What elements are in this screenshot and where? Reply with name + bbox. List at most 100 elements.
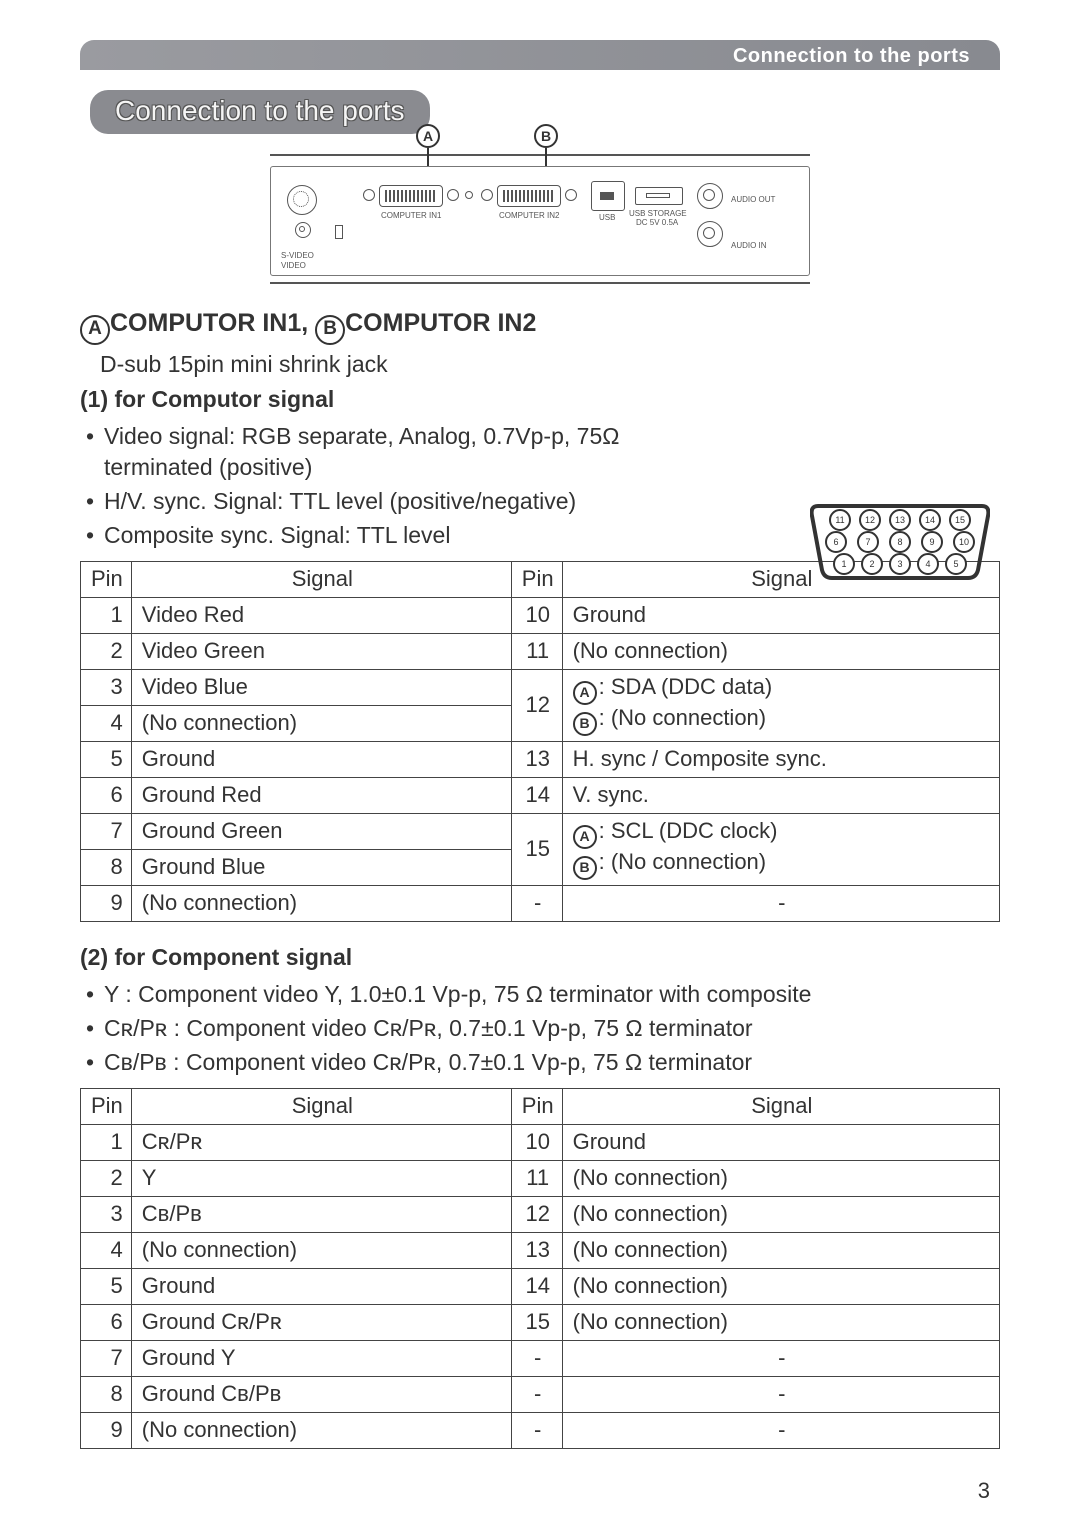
t1-sig-l: (No connection) <box>131 886 511 922</box>
svg-text:2: 2 <box>869 559 874 569</box>
t1-pin-r: 14 <box>511 778 562 814</box>
label-usb-storage-1: USB STORAGE <box>629 209 687 218</box>
jack-desc: D-sub 15pin mini shrink jack <box>100 351 1000 378</box>
table2-header-row: Pin Signal Pin Signal <box>81 1089 1000 1125</box>
t1-sig-r: A: SCL (DDC clock)B: (No connection) <box>562 814 999 886</box>
header-bar: Connection to the ports <box>80 40 1000 70</box>
circle-letter-b-sm: B <box>573 712 597 736</box>
pin-table-1: Pin Signal Pin Signal 1Video Red10Ground… <box>80 561 1000 922</box>
label-audio-out: AUDIO OUT <box>731 195 775 204</box>
t2-pin-r: 11 <box>511 1161 562 1197</box>
signal1-bullet-1: Video signal: RGB separate, Analog, 0.7V… <box>86 421 676 483</box>
t2-pin-r: 13 <box>511 1233 562 1269</box>
svg-text:15: 15 <box>955 515 965 525</box>
table1-row: 7Ground Green15A: SCL (DDC clock)B: (No … <box>81 814 1000 850</box>
t1-sig-l: Video Green <box>131 634 511 670</box>
t1-pin-r: 12 <box>511 670 562 742</box>
t2-sig-l: (No connection) <box>131 1233 511 1269</box>
t1-sig-l: Ground Green <box>131 814 511 850</box>
t2-sig-r: - <box>562 1413 999 1449</box>
t2-sig-l: (No connection) <box>131 1413 511 1449</box>
vga1-screw-right-icon <box>447 189 459 201</box>
audio-in-port-icon <box>697 221 723 247</box>
t2-h1: Pin <box>81 1089 132 1125</box>
pin-table-2: Pin Signal Pin Signal 1Cʀ/Pʀ10Ground2Y11… <box>80 1088 1000 1449</box>
svg-text:13: 13 <box>895 515 905 525</box>
table1-row: 9(No connection)-- <box>81 886 1000 922</box>
t2-pin-r: 12 <box>511 1197 562 1233</box>
page-title: Connection to the ports <box>115 95 405 126</box>
t1-pin-l: 7 <box>81 814 132 850</box>
t2-pin-l: 7 <box>81 1341 132 1377</box>
lock-icon <box>335 225 343 239</box>
t2-pin-r: 14 <box>511 1269 562 1305</box>
video-port-icon <box>295 222 311 238</box>
label-usb-storage-2: DC 5V 0.5A <box>636 218 678 227</box>
table1-row: 5Ground13H. sync / Composite sync. <box>81 742 1000 778</box>
table2-row: 8Ground Cʙ/Pʙ-- <box>81 1377 1000 1413</box>
t2-sig-l: Cʙ/Pʙ <box>131 1197 511 1233</box>
t2-pin-l: 3 <box>81 1197 132 1233</box>
label-computer-in1: COMPUTER IN1 <box>381 211 441 220</box>
t2-sig-r: (No connection) <box>562 1233 999 1269</box>
port-panel-diagram: A B S-VIDEO VIDEO COMPUTER IN1 COMPUTER … <box>270 154 810 284</box>
vga2-port-icon <box>497 185 561 207</box>
t2-pin-l: 2 <box>81 1161 132 1197</box>
t1-pin-r: - <box>511 886 562 922</box>
t2-sig-r: - <box>562 1341 999 1377</box>
heading-text-b: COMPUTOR IN2 <box>345 309 536 337</box>
t2-pin-l: 5 <box>81 1269 132 1305</box>
table2-row: 3Cʙ/Pʙ12(No connection) <box>81 1197 1000 1233</box>
t1-pin-r: 10 <box>511 598 562 634</box>
svg-text:3: 3 <box>897 559 902 569</box>
usb-port-icon <box>591 181 625 211</box>
table1-row: 3Video Blue12A: SDA (DDC data)B: (No con… <box>81 670 1000 706</box>
circle-letter-a: A <box>80 315 110 345</box>
svg-text:5: 5 <box>953 559 958 569</box>
t1-sig-l: Video Blue <box>131 670 511 706</box>
t2-sig-l: Ground <box>131 1269 511 1305</box>
t1-pin-r: 11 <box>511 634 562 670</box>
t1-pin-l: 2 <box>81 634 132 670</box>
t2-sig-l: Ground Cʀ/Pʀ <box>131 1305 511 1341</box>
t2-sig-r: (No connection) <box>562 1197 999 1233</box>
svg-text:4: 4 <box>925 559 930 569</box>
t1-sig-l: Ground Blue <box>131 850 511 886</box>
marker-b-line <box>545 148 547 166</box>
marker-a-line <box>427 148 429 166</box>
section-heading: ACOMPUTOR IN1, BCOMPUTOR IN2 <box>80 309 1000 345</box>
t1-pin-l: 1 <box>81 598 132 634</box>
label-video: VIDEO <box>281 261 306 270</box>
t1-sig-r: (No connection) <box>562 634 999 670</box>
heading-text-a: COMPUTOR IN1, <box>110 309 315 337</box>
svg-text:7: 7 <box>865 537 870 547</box>
t2-pin-r: - <box>511 1341 562 1377</box>
label-svideo: S-VIDEO <box>281 251 314 260</box>
circle-letter-a-sm: A <box>573 681 597 705</box>
vga2-screw-left-icon <box>481 189 493 201</box>
t1-pin-l: 8 <box>81 850 132 886</box>
svg-text:6: 6 <box>833 537 838 547</box>
svideo-port-icon <box>287 185 317 215</box>
table2-row: 9(No connection)-- <box>81 1413 1000 1449</box>
vga2-screw-right-icon <box>565 189 577 201</box>
signal2-bullet-3: Cʙ/Pʙ : Component video Cʀ/Pʀ, 0.7±0.1 V… <box>86 1047 1000 1078</box>
label-usb: USB <box>599 213 615 222</box>
circle-letter-a-sm: A <box>573 825 597 849</box>
t2-sig-r: (No connection) <box>562 1161 999 1197</box>
t2-sig-l: Y <box>131 1161 511 1197</box>
t2-sig-l: Cʀ/Pʀ <box>131 1125 511 1161</box>
t2-h4: Signal <box>562 1089 999 1125</box>
table2-row: 6Ground Cʀ/Pʀ15(No connection) <box>81 1305 1000 1341</box>
t1-pin-r: 13 <box>511 742 562 778</box>
label-audio-in: AUDIO IN <box>731 241 767 250</box>
table2-row: 1Cʀ/Pʀ10Ground <box>81 1125 1000 1161</box>
table2-row: 5Ground14(No connection) <box>81 1269 1000 1305</box>
svg-text:8: 8 <box>897 537 902 547</box>
svg-text:14: 14 <box>925 515 935 525</box>
t2-sig-r: (No connection) <box>562 1305 999 1341</box>
table1-row: 2Video Green11(No connection) <box>81 634 1000 670</box>
marker-b: B <box>534 124 558 148</box>
t2-sig-l: Ground Y <box>131 1341 511 1377</box>
label-computer-in2: COMPUTER IN2 <box>499 211 559 220</box>
